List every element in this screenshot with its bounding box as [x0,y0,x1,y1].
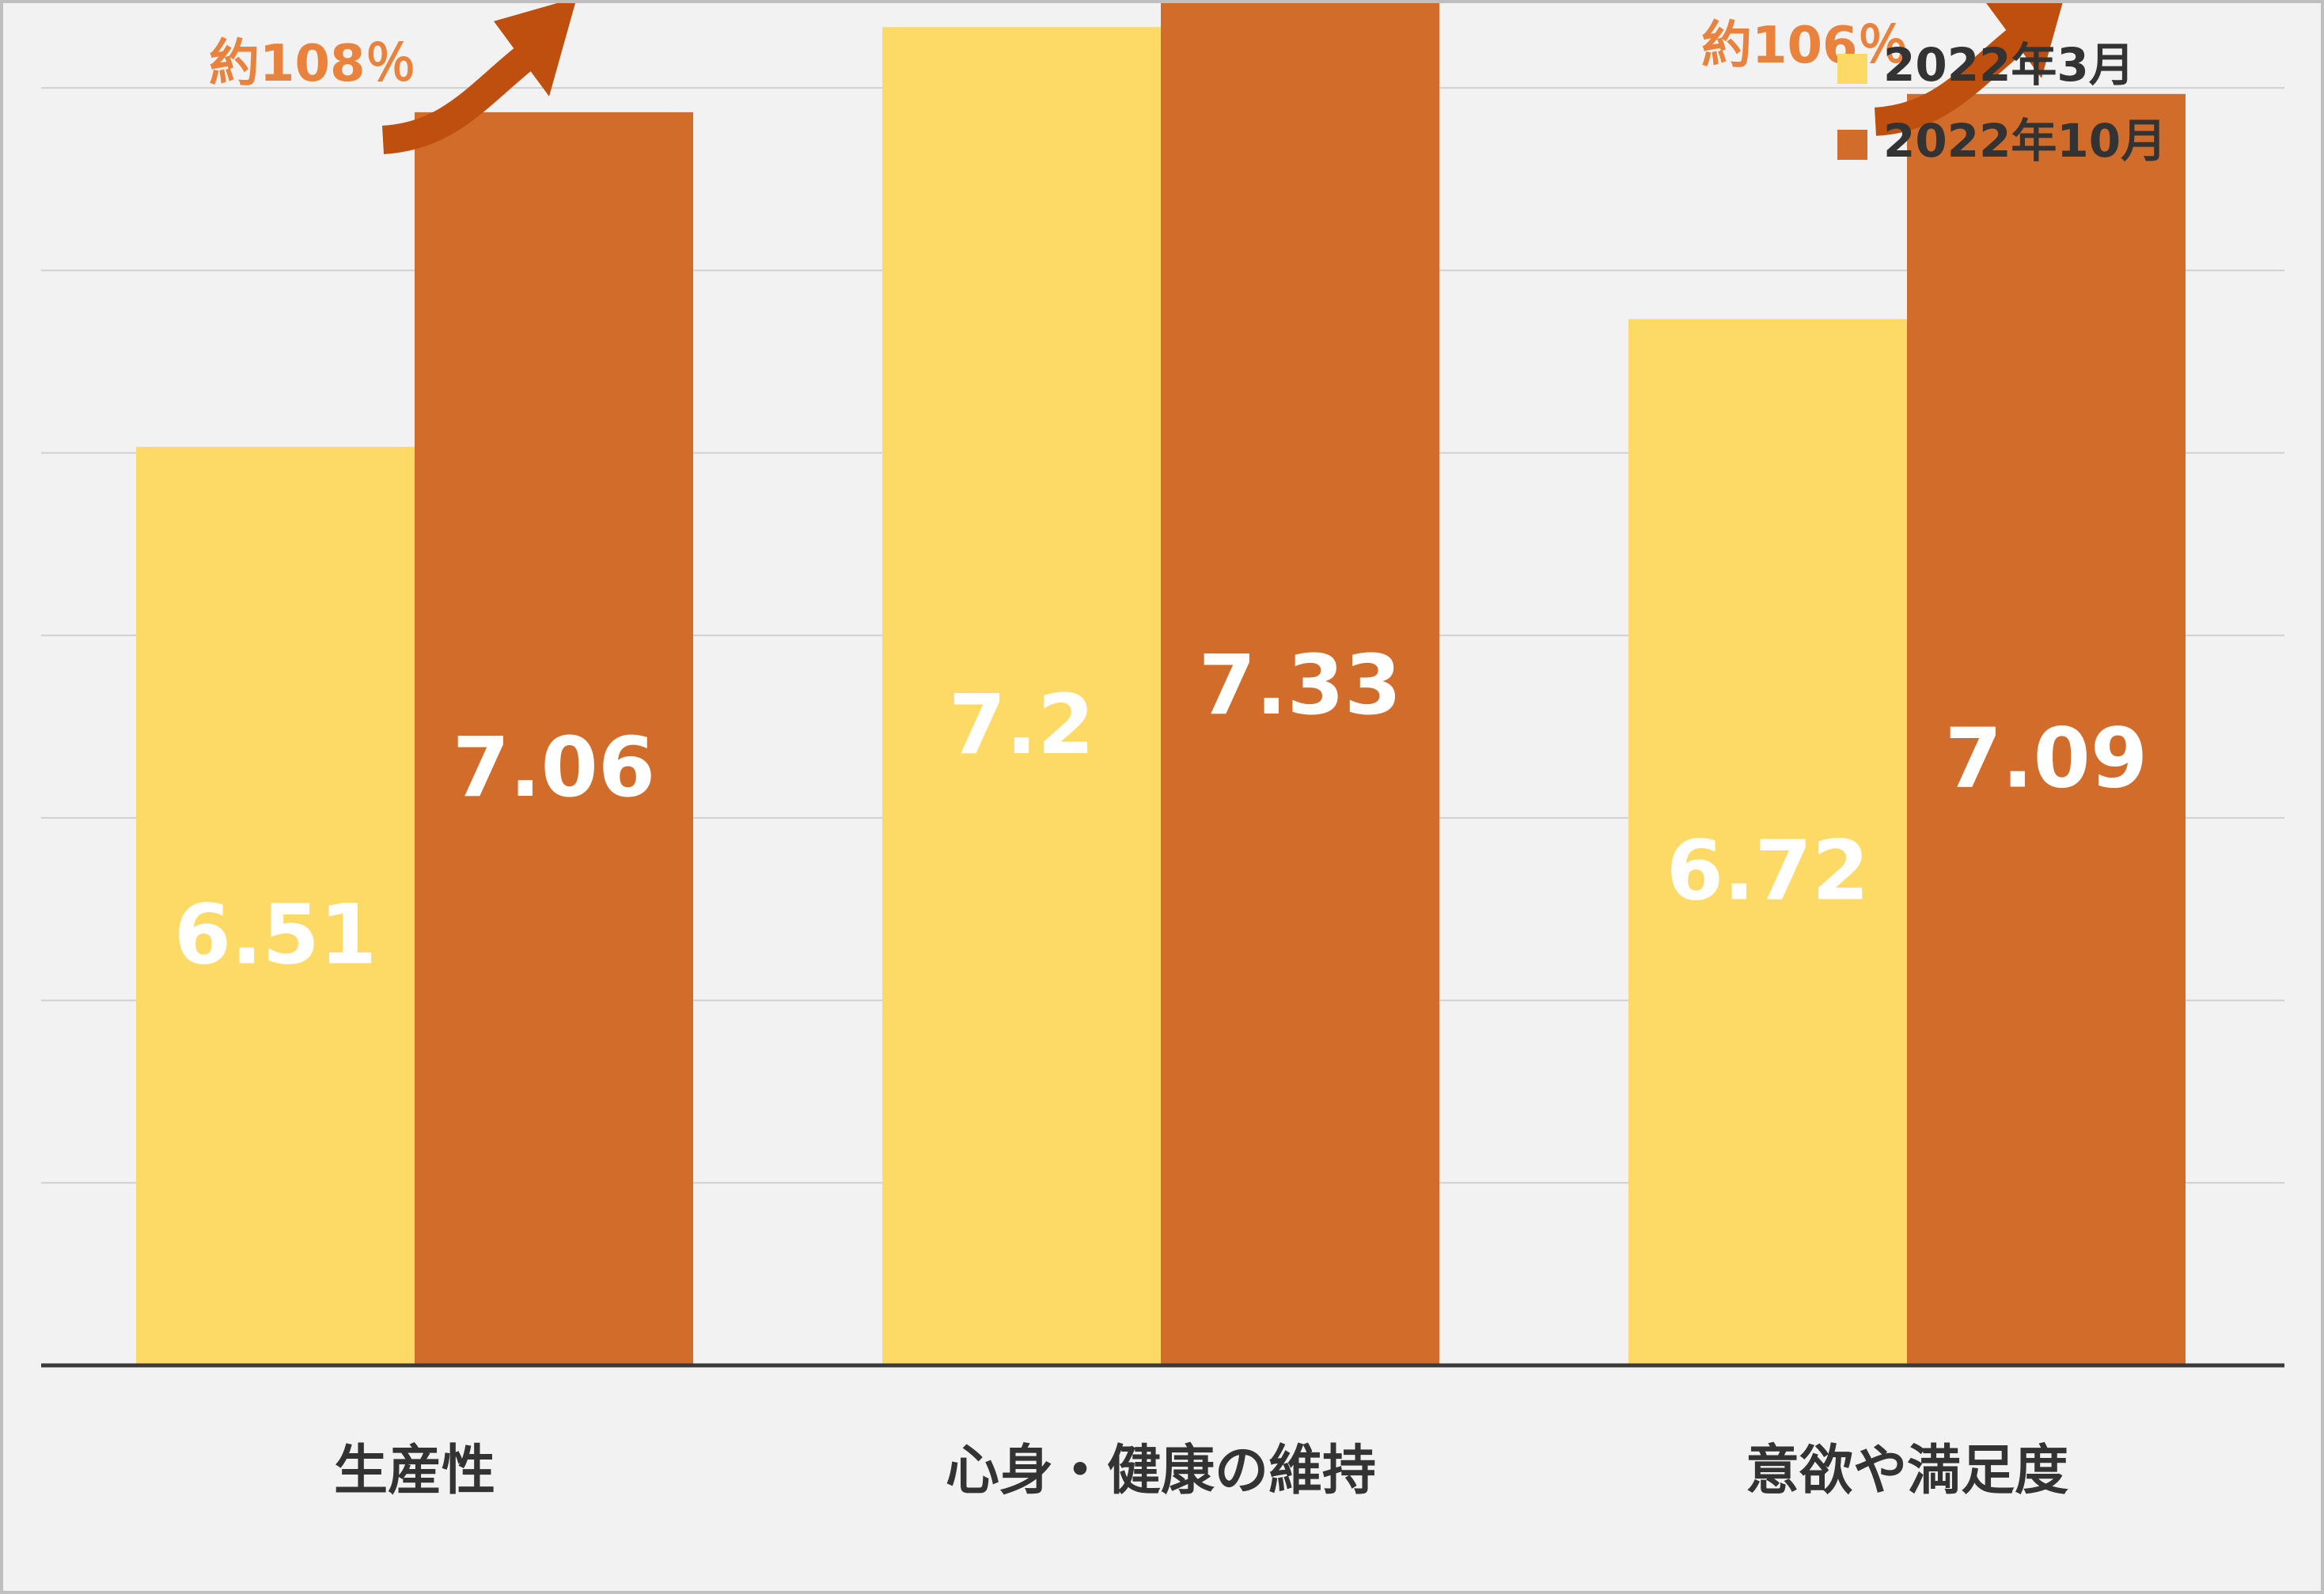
bar-chart-svg: 6.51 7.06 7.2 7.33 6.72 7.09 生産性 心身・健康の維持 意欲や満足… [41,3,2284,1502]
bar-mar-1 [136,446,415,1365]
data-labels: 6.51 7.06 7.2 7.33 6.72 7.09 [174,637,2148,983]
data-label: 7.33 [1199,637,1402,733]
bar-mar-3 [1628,319,1907,1365]
bar-oct-2 [1161,3,1439,1366]
data-label: 7.09 [1945,710,2148,806]
data-label: 6.51 [174,886,377,983]
legend-swatch [1837,130,1867,160]
data-label: 6.72 [1666,823,1870,919]
data-label: 7.2 [949,676,1094,773]
legend-label: 2022年3月 [1883,38,2135,92]
legend-swatch [1837,54,1867,84]
bar-mar-2 [882,27,1161,1366]
bar-oct-3 [1907,93,2186,1365]
growth-percent-label: 約106％ [1701,17,1909,75]
bars [136,3,2186,1366]
growth-arrow-shaft [381,33,550,154]
category-label: 生産性 [334,1440,495,1502]
category-label: 意欲や満足度 [1746,1440,2068,1502]
data-label: 7.06 [453,719,656,816]
legend: 2022年3月 2022年10月 [1837,38,2167,168]
bar-oct-1 [415,112,693,1366]
growth-arrow-head [1986,3,2063,78]
category-labels: 生産性 心身・健康の維持 意欲や満足度 [334,1440,2068,1502]
legend-label: 2022年10月 [1883,114,2167,168]
category-label: 心身・健康の維持 [946,1440,1376,1502]
growth-arrow-shaft [1874,15,2042,136]
growth-annotations: 約108％約102％約106％ [209,3,2063,154]
growth-percent-label: 約108％ [209,35,416,93]
growth-arrow-head [494,3,576,97]
